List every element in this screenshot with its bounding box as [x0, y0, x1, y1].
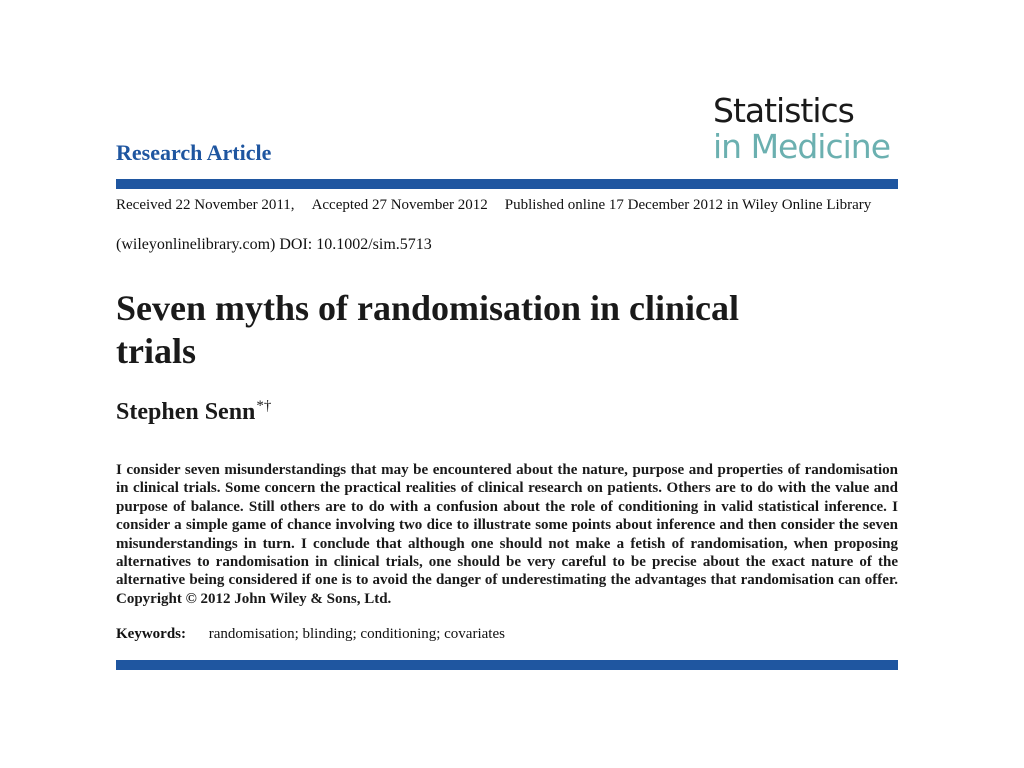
journal-logo-in-medicine: in Medicine	[713, 127, 891, 166]
keywords-list: randomisation; blinding; conditioning; c…	[208, 626, 505, 642]
author-name: Stephen Senn	[116, 399, 256, 425]
author-footnote-marks: *†	[256, 398, 272, 414]
footer-divider	[116, 660, 898, 670]
header-divider	[116, 179, 898, 189]
accepted-date: Accepted 27 November 2012	[311, 197, 488, 213]
article-type-label: Research Article	[116, 140, 272, 165]
keywords-line: Keywords: randomisation; blinding; condi…	[116, 626, 505, 643]
doi-line: (wileyonlinelibrary.com) DOI: 10.1002/si…	[116, 236, 432, 253]
published-date: Published online 17 December 2012 in Wil…	[504, 197, 872, 213]
author-line: Stephen Senn*†	[116, 398, 271, 426]
journal-logo-statistics: Statistics	[713, 91, 855, 130]
publication-dates: Received 22 November 2011, Accepted 27 N…	[116, 197, 898, 214]
article-title: Seven myths of randomisation in clinical…	[116, 288, 740, 371]
abstract: I consider seven misunderstandings that …	[116, 462, 898, 607]
received-date: Received 22 November 2011,	[116, 197, 295, 213]
keywords-label: Keywords:	[116, 626, 186, 642]
